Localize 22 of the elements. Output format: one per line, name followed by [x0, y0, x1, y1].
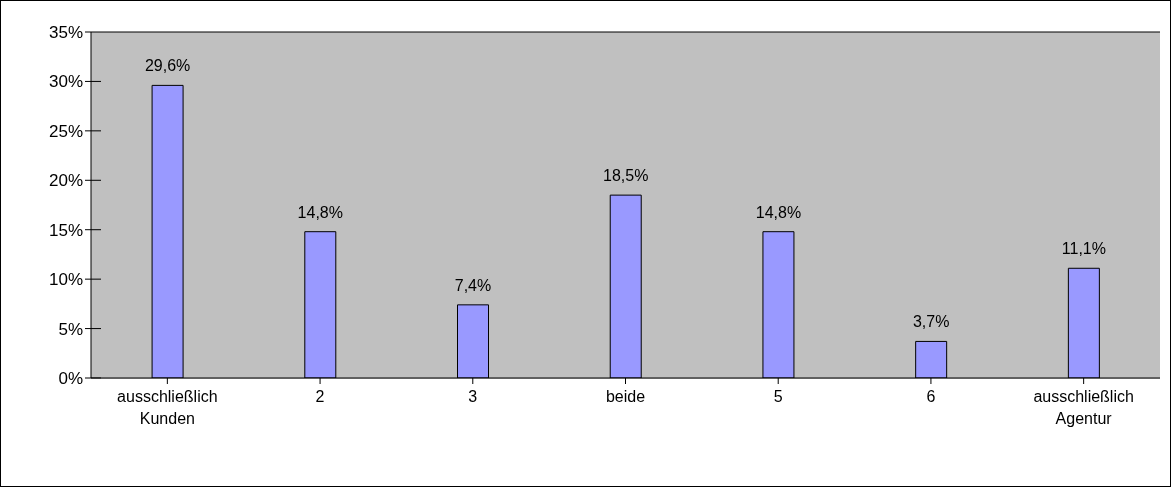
x-tick-label: 6	[926, 388, 936, 405]
data-label: 14,8%	[755, 203, 802, 221]
data-label: 11,1%	[1061, 240, 1106, 258]
y-tick-label: 20%	[48, 171, 83, 191]
data-label: 3,7%	[912, 313, 950, 331]
x-tick-label: beide	[605, 388, 646, 405]
y-tick-label: 25%	[48, 121, 83, 141]
data-label: 29,6%	[144, 57, 191, 75]
x-tick-label: 2	[315, 388, 325, 405]
y-tick-label: 35%	[48, 23, 83, 43]
y-tick-label: 5%	[58, 319, 83, 339]
y-tick-label: 10%	[48, 270, 83, 290]
data-label: 7,4%	[454, 276, 492, 294]
x-tick-label: ausschließlich Agentur	[1033, 388, 1134, 427]
x-tick-label: ausschließlich Kunden	[117, 388, 218, 427]
x-tick-label: 5	[773, 388, 783, 405]
y-tick-label: 30%	[48, 72, 83, 92]
data-label: 18,5%	[603, 167, 649, 185]
y-tick-label: 15%	[48, 220, 83, 240]
y-tick-label: 0%	[58, 369, 83, 389]
data-label: 14,8%	[297, 203, 343, 221]
x-tick-label: 3	[468, 388, 478, 405]
